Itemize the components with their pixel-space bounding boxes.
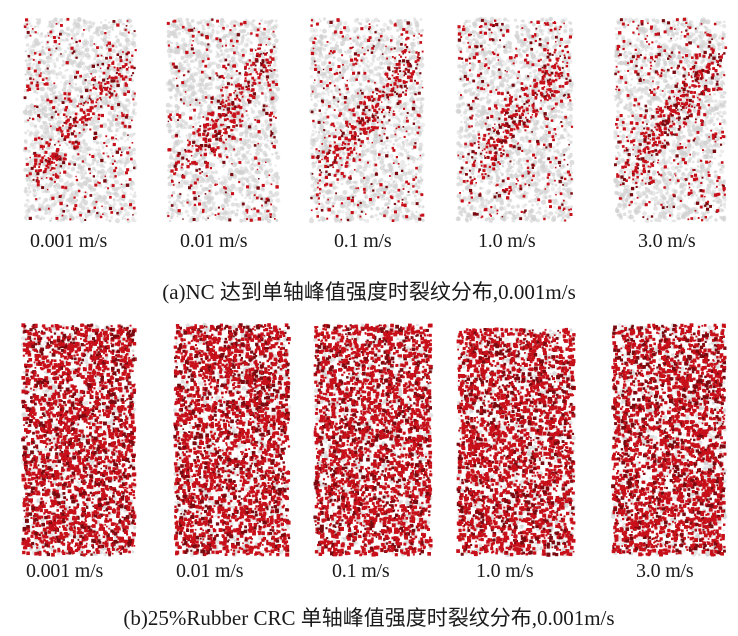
specimen-nc-0.1 <box>308 17 426 224</box>
speed-label: 0.1 m/s <box>332 560 390 583</box>
specimen-nc-3.0 <box>613 17 728 223</box>
speed-label: 1.0 m/s <box>476 560 534 583</box>
specimen-crc-0.01 <box>173 322 292 558</box>
speed-label: 3.0 m/s <box>636 560 694 583</box>
speed-label: 3.0 m/s <box>638 230 696 253</box>
speed-label: 1.0 m/s <box>478 230 536 253</box>
panel-b-caption: (b)25%Rubber CRC 单轴峰值强度时裂纹分布,0.001m/s <box>0 602 738 632</box>
specimen-crc-3.0 <box>610 322 727 557</box>
specimen-nc-1.0 <box>455 16 575 223</box>
specimen-nc-0.01 <box>165 17 281 224</box>
speed-label: 0.01 m/s <box>176 560 243 583</box>
specimen-crc-0.1 <box>313 322 434 557</box>
panel-a-caption: (a)NC 达到单轴峰值强度时裂纹分布,0.001m/s <box>0 276 738 306</box>
specimen-crc-1.0 <box>456 327 577 557</box>
speed-label: 0.001 m/s <box>26 560 103 583</box>
specimen-crc-0.001 <box>20 323 137 557</box>
speed-label: 0.1 m/s <box>334 230 392 253</box>
specimen-nc-0.001 <box>22 17 138 224</box>
speed-label: 0.01 m/s <box>180 230 247 253</box>
speed-label: 0.001 m/s <box>30 230 107 253</box>
